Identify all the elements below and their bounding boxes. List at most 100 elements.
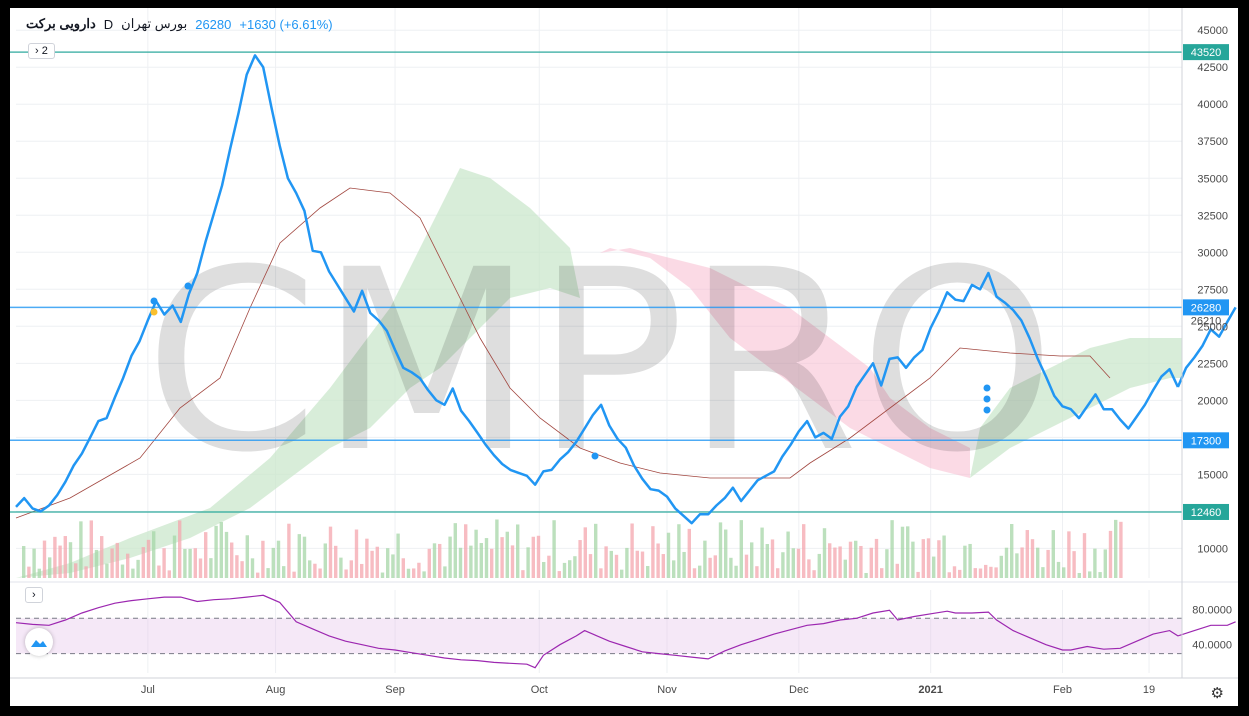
rsi-tick-label: 80.0000 [1192,604,1232,616]
volume-bar [947,572,951,578]
chart-svg[interactable]: CMPRO10000125001500017500200002250025000… [10,8,1238,706]
volume-bar [453,523,457,578]
price-level-tag-text: 12460 [1191,507,1222,519]
volume-bar [942,535,946,578]
price-tick-label: 15000 [1197,469,1228,481]
volume-bar [219,522,223,578]
volume-bar [110,548,114,578]
volume-bar [864,572,868,578]
volume-bar [895,563,899,578]
volume-bar [713,555,717,578]
volume-bar [339,557,343,578]
volume-bar [989,566,993,578]
volume-bar [854,540,858,578]
price-level-tag: 12460 [1183,503,1229,520]
price-level-tag-bg [1183,44,1229,61]
volume-bar [869,547,873,578]
volume-bar [1030,539,1035,578]
volume-bar [302,536,307,578]
volume-bar [214,525,218,578]
volume-bar [396,533,400,578]
volume-bar [1041,567,1045,578]
volume-bar [209,558,213,578]
volume-bar [630,523,634,578]
volume-bar [573,556,577,578]
exchange-name: بورس تهران [121,16,188,31]
volume-bar [994,567,998,578]
volume-bar [583,527,587,578]
volume-bar [380,572,385,578]
volume-bar [817,553,821,578]
volume-bar [1036,547,1040,578]
volume-bar [1098,572,1102,578]
symbol-name: دارویی برکت [26,16,96,31]
volume-bar [890,520,894,578]
volume-bar [1072,551,1076,578]
volume-bar [417,562,421,578]
signal-marker [150,308,158,316]
volume-bar [786,531,790,578]
volume-bar [479,543,483,578]
volume-bar [464,524,468,578]
volume-bar [48,557,52,578]
volume-bar [105,563,109,578]
volume-bar [292,571,296,578]
volume-bar [126,553,130,578]
volume-bar [313,563,317,578]
gear-icon[interactable]: ⚙ [1210,685,1224,702]
volume-bar [557,571,561,578]
signal-marker [591,452,599,460]
rsi-collapse-button[interactable]: › [25,587,43,603]
volume-bar [1108,530,1113,578]
volume-bar [391,554,395,578]
signal-marker [150,297,158,305]
volume-bar [651,526,655,578]
volume-bar [833,547,837,578]
price-level-tag-text: 17300 [1191,435,1222,447]
volume-bar [484,538,489,578]
time-tick-label: Dec [789,684,809,696]
interval[interactable]: D [103,16,114,32]
volume-bar [235,555,239,578]
volume-bar [42,540,47,578]
volume-bar [791,548,795,578]
volume-bar [1093,548,1097,578]
indicator-collapse-button[interactable]: › 2 [28,43,55,59]
cloud-icon [31,640,47,647]
volume-bar [885,549,889,578]
price-tick-label: 42500 [1197,62,1228,74]
price-tick-label: 25000 [1197,321,1228,333]
volume-bar [115,542,119,578]
volume-bar [427,548,431,578]
price-line-tail [1176,306,1237,388]
volume-bar [349,560,353,578]
volume-bar [401,558,405,578]
volume-bar [838,546,842,578]
broker-logo[interactable] [25,628,53,656]
time-tick-label: Oct [531,684,548,696]
volume-bar [1051,530,1055,578]
volume-bar [755,566,759,578]
signal-marker [983,406,991,414]
volume-bar [79,521,83,578]
volume-bar [458,547,463,578]
volume-bar [516,524,520,578]
volume-bar [250,558,255,578]
volume-bar [1020,547,1024,578]
volume-bar [620,569,624,578]
volume-bar [370,550,374,578]
price-tick-label: 45000 [1197,25,1228,37]
volume-bar [1077,572,1081,578]
volume-bar [765,543,769,578]
volume-bar [724,529,728,578]
rsi-line [15,594,1236,669]
price-tag-secondary: 26210 [1191,315,1222,327]
volume-bar [157,565,161,578]
volume-bar [682,551,686,578]
chart-frame[interactable]: CMPRO10000125001500017500200002250025000… [10,8,1238,706]
volume-bar [412,568,416,578]
time-tick-label: 2021 [918,684,942,696]
volume-bar [552,520,556,578]
volume-bar [406,568,411,578]
price-level-tag-bg [1183,503,1229,520]
